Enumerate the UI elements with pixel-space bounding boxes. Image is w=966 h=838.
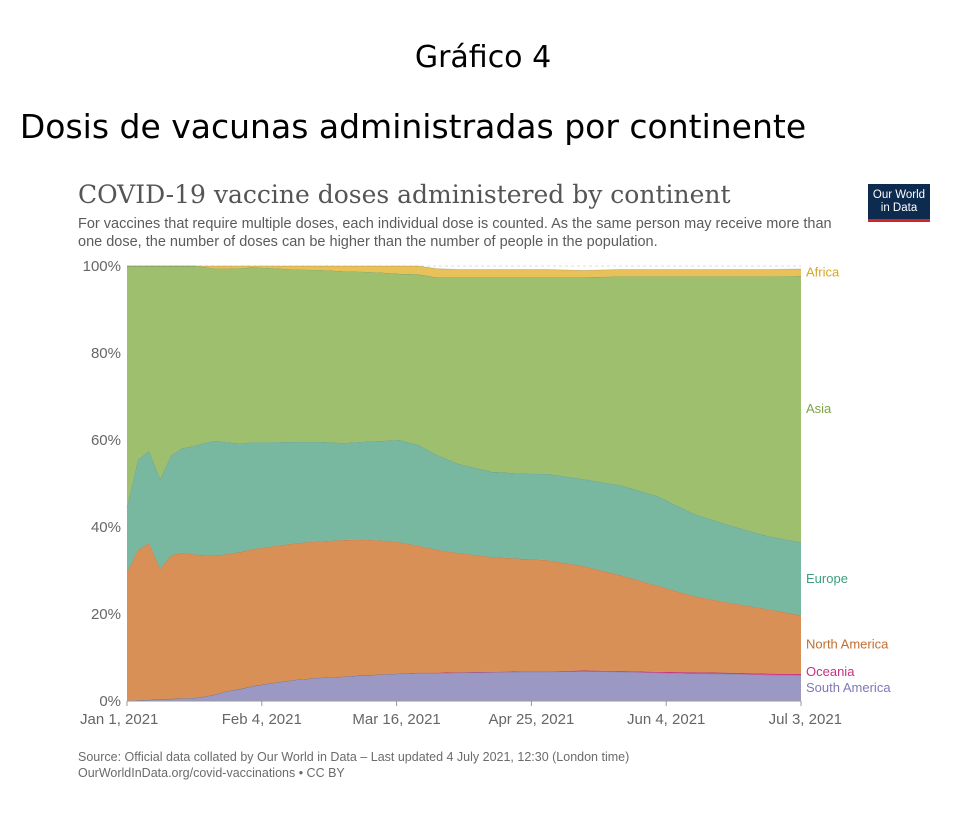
y-tick-80-: 80% bbox=[91, 345, 121, 362]
x-tick-jun-4-2021: Jun 4, 2021 bbox=[627, 711, 705, 728]
y-tick-100-: 100% bbox=[83, 258, 121, 275]
y-tick-0-: 0% bbox=[99, 693, 121, 710]
x-tick-jan-1-2021: Jan 1, 2021 bbox=[80, 711, 158, 728]
legend-label-north-america[interactable]: North America bbox=[806, 637, 889, 652]
source-note: Source: Official data collated by Our Wo… bbox=[78, 750, 630, 764]
logo-line-2: in Data bbox=[880, 202, 918, 214]
legend-label-asia[interactable]: Asia bbox=[806, 401, 832, 416]
chart-subtitle: For vaccines that require multiple doses… bbox=[78, 216, 832, 250]
area-europe[interactable] bbox=[127, 440, 801, 616]
legend-label-oceania[interactable]: Oceania bbox=[806, 664, 855, 679]
y-tick-40-: 40% bbox=[91, 519, 121, 536]
area-edge-africa bbox=[127, 265, 802, 271]
figure-number: Gráfico 4 bbox=[414, 40, 552, 75]
area-series bbox=[126, 265, 802, 701]
legend-label-south-america[interactable]: South America bbox=[806, 680, 891, 695]
area-asia[interactable] bbox=[127, 266, 801, 543]
area-south-america[interactable] bbox=[127, 671, 801, 701]
legend-label-europe[interactable]: Europe bbox=[806, 571, 848, 586]
logo-line-1: Our World bbox=[872, 189, 926, 201]
axes: 0% 20% 40% 60% 80% 100% Jan 1, 2021 Feb 4, 2021… bbox=[80, 258, 842, 728]
owid-logo[interactable]: Our World in Data bbox=[868, 184, 930, 222]
y-tick-20-: 20% bbox=[91, 606, 121, 623]
area-oceania[interactable] bbox=[127, 670, 801, 701]
source-link[interactable]: OurWorldInData.org/covid-vaccinations • … bbox=[78, 766, 345, 780]
document-title: Dosis de vacunas administradas por conti… bbox=[19, 107, 807, 146]
y-tick-60-: 60% bbox=[91, 432, 121, 449]
x-tick-feb-4-2021: Feb 4, 2021 bbox=[222, 711, 302, 728]
chart-title: COVID-19 vaccine doses administered by c… bbox=[78, 180, 731, 209]
x-tick-mar-16-2021: Mar 16, 2021 bbox=[352, 711, 440, 728]
x-tick-apr-25-2021: Apr 25, 2021 bbox=[488, 711, 574, 728]
legend-label-africa[interactable]: Africa bbox=[806, 265, 840, 280]
area-africa[interactable] bbox=[127, 266, 801, 278]
area-north-america[interactable] bbox=[127, 539, 801, 701]
x-tick-jul-3-2021: Jul 3, 2021 bbox=[769, 711, 842, 728]
